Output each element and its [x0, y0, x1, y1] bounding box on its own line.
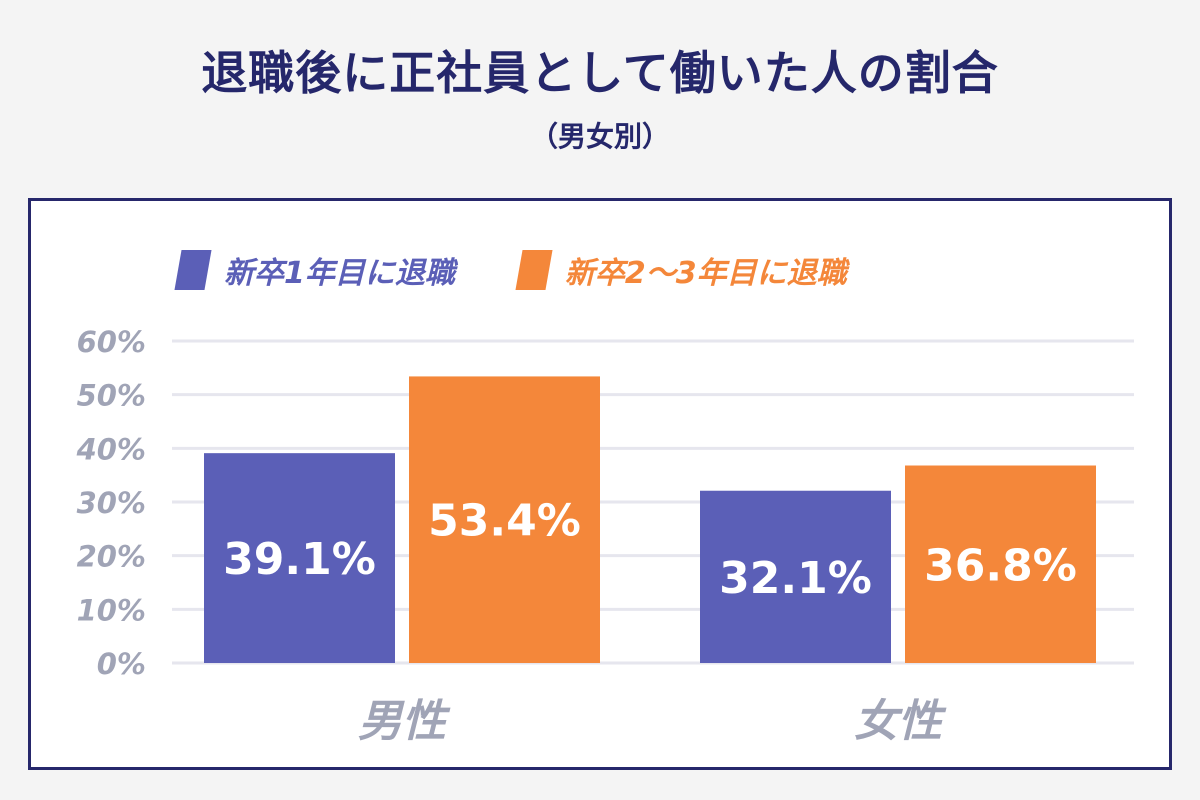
y-tick-label: 10% [77, 593, 146, 627]
bar [409, 376, 600, 663]
bar [700, 490, 891, 663]
legend-item-series-2: 新卒2〜3年目に退職 [515, 248, 847, 292]
bar [204, 453, 395, 663]
data-label: 53.4% [428, 496, 581, 547]
page-subtitle: （男女別） [529, 120, 670, 153]
data-label: 36.8% [924, 540, 1077, 591]
legend-label-series-2: 新卒2〜3年目に退職 [564, 256, 847, 291]
page-title: 退職後に正社員として働いた人の割合 [201, 46, 999, 100]
x-category-label: 男性 [358, 696, 451, 747]
bar [905, 465, 1096, 663]
y-tick-label: 20% [77, 540, 146, 574]
legend: 新卒1年目に退職 新卒2〜3年目に退職 [174, 248, 911, 292]
y-tick-label: 40% [76, 432, 146, 466]
data-label: 39.1% [223, 534, 376, 585]
legend-label-series-1: 新卒1年目に退職 [224, 256, 455, 291]
y-tick-label: 60% [77, 325, 146, 359]
y-tick-label: 0% [97, 647, 146, 681]
legend-item-series-1: 新卒1年目に退職 [174, 248, 455, 292]
data-label: 32.1% [719, 553, 872, 604]
y-tick-label: 30% [77, 486, 146, 520]
y-tick-label: 50% [77, 379, 146, 413]
x-category-label: 女性 [854, 696, 947, 747]
